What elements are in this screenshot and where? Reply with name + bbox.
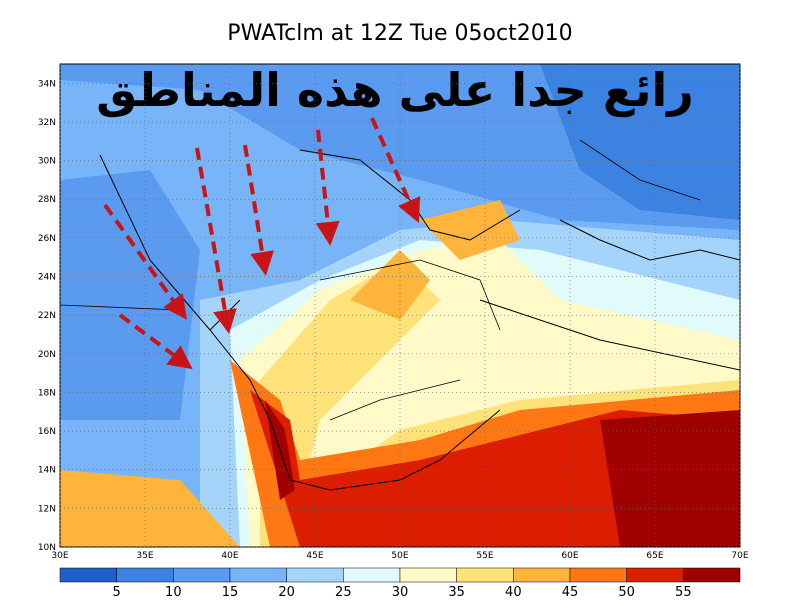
- lon-label: 40E: [221, 551, 238, 561]
- arrows: [103, 117, 421, 370]
- lon-label: 30E: [51, 551, 68, 561]
- colorbar-label: 50: [618, 585, 635, 600]
- lon-label: 35E: [136, 551, 153, 561]
- lon-label: 70E: [731, 551, 748, 561]
- colorbar-label: 25: [335, 585, 352, 600]
- field: [60, 64, 740, 547]
- title: PWATclm at 12Z Tue 05oct2010: [227, 21, 572, 46]
- colorbar-swatch: [343, 567, 401, 583]
- lat-label: 12N: [38, 504, 56, 514]
- lat-label: 26N: [38, 234, 56, 244]
- lon-label: 55E: [476, 551, 493, 561]
- lat-label: 22N: [38, 311, 56, 321]
- colorbar-swatch: [59, 567, 117, 583]
- colorbar-label: 15: [222, 585, 239, 600]
- colorbar-swatch: [173, 567, 231, 583]
- colorbar-label: 10: [165, 585, 182, 600]
- lat-label: 16N: [38, 427, 56, 437]
- lat-label: 24N: [38, 273, 56, 283]
- lon-label: 60E: [561, 551, 578, 561]
- colorbar-label: 30: [392, 585, 409, 600]
- colorbar-swatch: [229, 567, 287, 583]
- colorbar-swatch: [569, 567, 627, 583]
- colorbar-label: 20: [278, 585, 295, 600]
- lat-label: 28N: [38, 195, 56, 205]
- colorbar-swatch: [683, 567, 741, 583]
- colorbar-label: 55: [675, 585, 692, 600]
- lat-label: 34N: [38, 79, 56, 89]
- lat-label: 18N: [38, 388, 56, 398]
- lat-label: 20N: [38, 350, 56, 360]
- colorbar-label: 5: [113, 585, 121, 600]
- colorbar-swatch: [513, 567, 571, 583]
- colorbar-label: 35: [448, 585, 465, 600]
- colorbar-label: 40: [505, 585, 522, 600]
- colorbar-swatch: [116, 567, 174, 583]
- colorbar-swatch: [626, 567, 684, 583]
- lon-label: 45E: [306, 551, 323, 561]
- colorbar-swatch: [456, 567, 514, 583]
- lon-label: 65E: [646, 551, 663, 561]
- lat-label: 10N: [38, 543, 56, 553]
- colorbar-label: 45: [562, 585, 579, 600]
- lon-label: 50E: [391, 551, 408, 561]
- lat-label: 32N: [38, 118, 56, 128]
- annotation: رائع جدا على هذه المناطق: [96, 63, 694, 117]
- lat-label: 14N: [38, 466, 56, 476]
- colorbar-swatch: [399, 567, 457, 583]
- colorbar-swatch: [286, 567, 344, 583]
- lat-label: 30N: [38, 157, 56, 167]
